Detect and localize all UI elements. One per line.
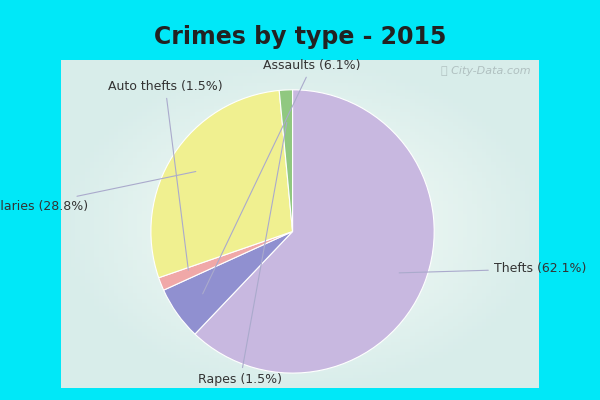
Text: Thefts (62.1%): Thefts (62.1%)	[399, 262, 586, 275]
Wedge shape	[158, 232, 293, 290]
Wedge shape	[279, 90, 293, 232]
Text: Crimes by type - 2015: Crimes by type - 2015	[154, 25, 446, 49]
Wedge shape	[151, 90, 293, 278]
Text: Auto thefts (1.5%): Auto thefts (1.5%)	[108, 80, 223, 270]
Text: Burglaries (28.8%): Burglaries (28.8%)	[0, 172, 196, 213]
Text: Rapes (1.5%): Rapes (1.5%)	[199, 122, 287, 386]
Text: ⓘ City-Data.com: ⓘ City-Data.com	[442, 66, 531, 76]
Wedge shape	[164, 232, 293, 334]
Wedge shape	[195, 90, 434, 373]
Text: Assaults (6.1%): Assaults (6.1%)	[203, 59, 361, 294]
